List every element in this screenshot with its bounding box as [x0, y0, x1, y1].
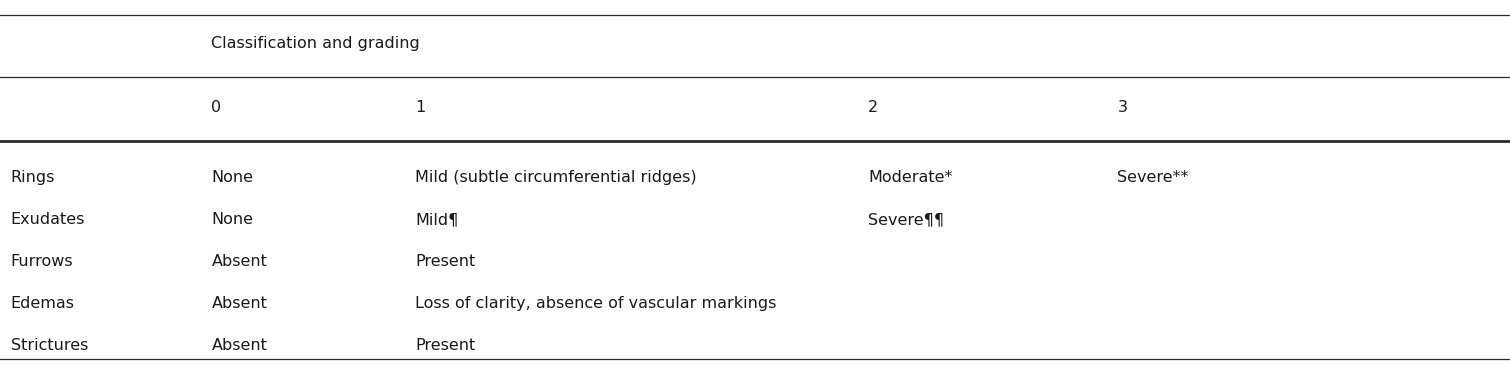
Text: Absent: Absent — [211, 296, 267, 311]
Text: 1: 1 — [415, 101, 426, 115]
Text: Mild (subtle circumferential ridges): Mild (subtle circumferential ridges) — [415, 170, 698, 185]
Text: None: None — [211, 212, 254, 227]
Text: 3: 3 — [1117, 101, 1128, 115]
Text: Rings: Rings — [11, 170, 54, 185]
Text: Severe¶¶: Severe¶¶ — [868, 212, 944, 227]
Text: Present: Present — [415, 254, 476, 269]
Text: Absent: Absent — [211, 254, 267, 269]
Text: 2: 2 — [868, 101, 879, 115]
Text: Classification and grading: Classification and grading — [211, 37, 420, 51]
Text: Present: Present — [415, 339, 476, 353]
Text: Edemas: Edemas — [11, 296, 74, 311]
Text: Loss of clarity, absence of vascular markings: Loss of clarity, absence of vascular mar… — [415, 296, 776, 311]
Text: Furrows: Furrows — [11, 254, 72, 269]
Text: None: None — [211, 170, 254, 185]
Text: Strictures: Strictures — [11, 339, 88, 353]
Text: Severe**: Severe** — [1117, 170, 1188, 185]
Text: Moderate*: Moderate* — [868, 170, 953, 185]
Text: Exudates: Exudates — [11, 212, 85, 227]
Text: Absent: Absent — [211, 339, 267, 353]
Text: Mild¶: Mild¶ — [415, 212, 459, 227]
Text: 0: 0 — [211, 101, 222, 115]
